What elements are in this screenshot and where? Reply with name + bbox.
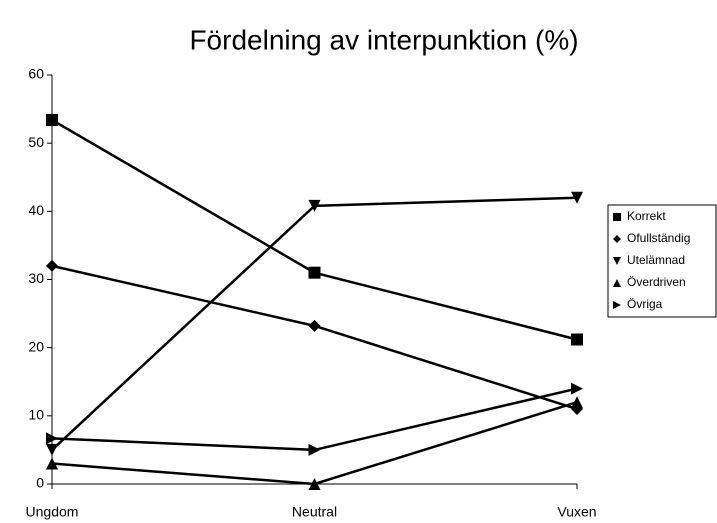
marker (571, 333, 583, 346)
marker (308, 199, 321, 212)
x-tick-label: Ungdom (26, 504, 79, 520)
marker (46, 457, 58, 470)
series-line (51, 401, 578, 486)
legend: Korrekt Ofullständig Utelämnad Överdriven Öv… (607, 204, 717, 318)
marker (613, 235, 621, 243)
marker (613, 301, 621, 309)
marker (613, 279, 621, 287)
marker (571, 396, 583, 409)
legend-label: Utelämnad (627, 253, 685, 267)
marker (308, 319, 321, 332)
marker (46, 443, 58, 456)
x-tick-label: Neutral (292, 504, 337, 520)
legend-label: Övriga (627, 297, 663, 311)
x-tick-label: Vuxen (557, 504, 596, 520)
series-line (51, 264, 578, 411)
y-tick-label: 50 (28, 134, 44, 150)
series-line (51, 387, 578, 452)
marker (571, 382, 583, 395)
marker (308, 266, 321, 279)
y-tick-label: 60 (28, 66, 44, 82)
y-tick-label: 30 (28, 270, 44, 286)
marker (46, 432, 58, 445)
marker (46, 259, 58, 272)
chart-title: Fördelning av interpunktion (%) (189, 24, 578, 55)
marker (46, 113, 58, 126)
legend-label: Ofullständig (627, 231, 690, 245)
y-tick-label: 0 (36, 475, 44, 491)
y-tick-label: 40 (28, 202, 44, 218)
legend-box (607, 204, 717, 318)
legend-label: Korrekt (627, 209, 666, 223)
marker (308, 478, 321, 490)
marker (613, 257, 621, 265)
legend-label: Överdriven (627, 275, 686, 289)
series-line (51, 118, 578, 341)
marker (571, 191, 583, 204)
y-tick-label: 20 (28, 338, 44, 354)
marker (613, 213, 621, 221)
marker (308, 443, 321, 456)
y-tick-label: 10 (28, 407, 44, 423)
